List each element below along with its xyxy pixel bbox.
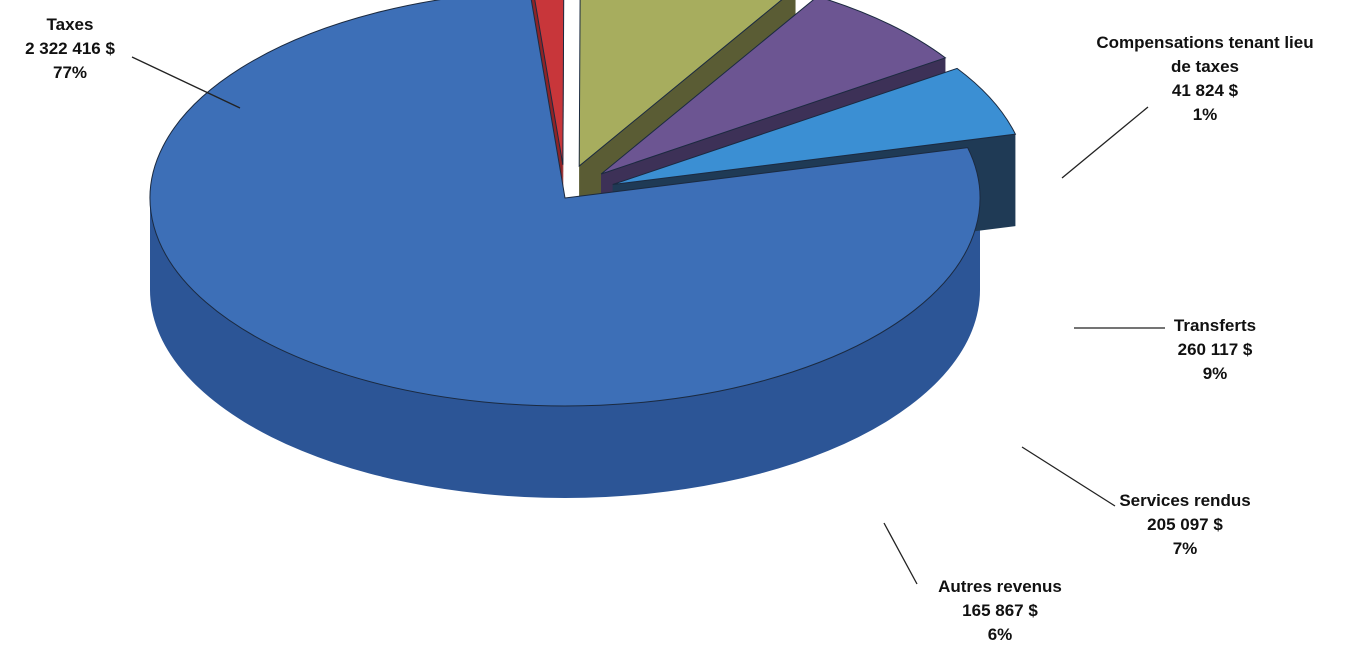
slice-autres-revenus	[612, 67, 1017, 185]
label-compensations-tenant-lieu-de-taxes-2: 41 824 $	[1172, 81, 1239, 100]
slice-taxes	[149, 0, 981, 407]
label-services-rendus-0: Services rendus	[1119, 491, 1250, 510]
slice-services-rendus	[600, 0, 947, 175]
label-transferts-0: Transferts	[1174, 316, 1256, 335]
label-taxes-0: Taxes	[47, 15, 94, 34]
label-autres-revenus-2: 6%	[988, 625, 1013, 644]
label-compensations-tenant-lieu-de-taxes-1: de taxes	[1171, 57, 1239, 76]
slice-transferts	[578, 0, 783, 168]
leader-line-compensations-tenant-lieu-de-taxes	[1061, 106, 1149, 179]
label-taxes-2: 77%	[53, 63, 87, 82]
slice-compensations-tenant-lieu-de-taxes	[534, 0, 565, 165]
label-services-rendus-2: 7%	[1173, 539, 1198, 558]
label-compensations-tenant-lieu-de-taxes-3: 1%	[1193, 105, 1218, 124]
label-transferts-1: 260 117 $	[1178, 340, 1253, 359]
label-services-rendus-1: 205 097 $	[1147, 515, 1223, 534]
leader-line-taxes	[131, 56, 241, 109]
label-autres-revenus-0: Autres revenus	[938, 577, 1062, 596]
label-transferts-2: 9%	[1203, 364, 1228, 383]
label-compensations-tenant-lieu-de-taxes-0: Compensations tenant lieu	[1096, 33, 1313, 52]
leader-line-services-rendus	[1021, 446, 1116, 507]
slice-side-taxes	[150, 198, 980, 498]
label-taxes-1: 2 322 416 $	[25, 39, 115, 58]
label-autres-revenus-1: 165 867 $	[962, 601, 1038, 620]
leader-line-autres-revenus	[883, 522, 918, 585]
